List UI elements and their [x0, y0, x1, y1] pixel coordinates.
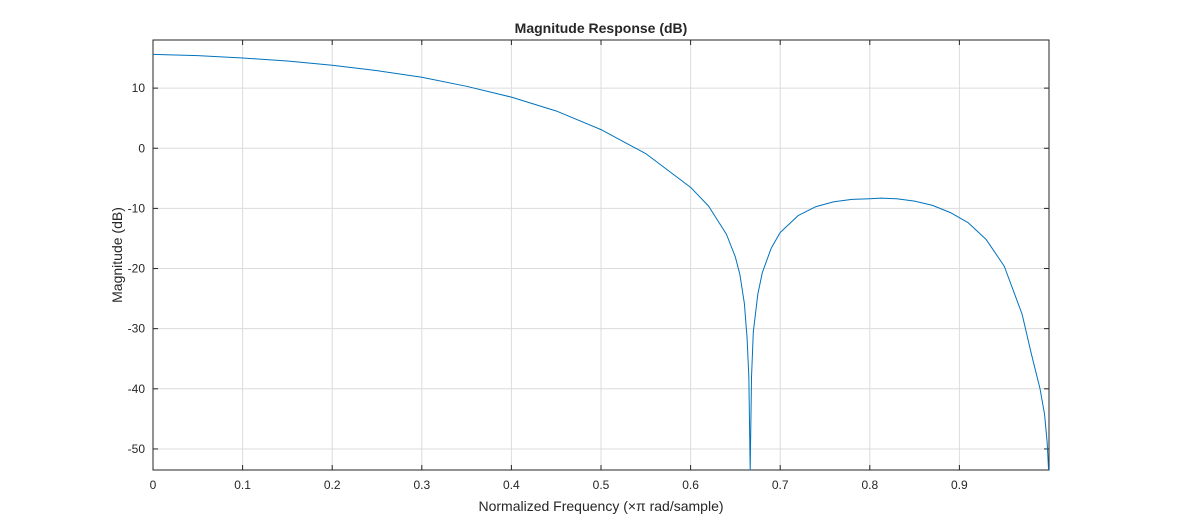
series-layer: [152, 53, 1050, 471]
x-tick-label: 0.6: [682, 478, 699, 492]
y-tick-label: 0: [138, 141, 145, 155]
chart-title: Magnitude Response (dB): [515, 20, 688, 36]
x-tick-labels: 0 0.1 0.2 0.3 0.4 0.5 0.6 0.7 0.8 0.9: [150, 478, 968, 492]
y-tick-label: -50: [128, 442, 146, 456]
y-tick-label: -40: [128, 382, 146, 396]
y-tick-label: -30: [128, 322, 146, 336]
x-tick-label: 0.3: [413, 478, 430, 492]
x-tick-label: 0.1: [234, 478, 251, 492]
x-tick-label: 0.9: [951, 478, 968, 492]
x-tick-label: 0.4: [503, 478, 520, 492]
x-tick-label: 0.5: [593, 478, 610, 492]
y-tick-labels: 10 0 -10 -20 -30 -40 -50: [128, 81, 146, 456]
x-axis-label: Normalized Frequency (×π rad/sample): [478, 498, 723, 514]
x-tick-label: 0.8: [861, 478, 878, 492]
x-tick-label: 0: [150, 478, 157, 492]
x-tick-label: 0.7: [772, 478, 789, 492]
y-tick-label: -20: [128, 262, 146, 276]
magnitude-response-line: [152, 53, 1050, 471]
y-tick-label: 10: [132, 81, 146, 95]
y-axis-label: Magnitude (dB): [109, 207, 125, 303]
x-tick-label: 0.2: [324, 478, 341, 492]
axis-ticks: [152, 40, 1049, 470]
grid-lines: [153, 40, 1049, 470]
y-tick-label: -10: [128, 201, 146, 215]
